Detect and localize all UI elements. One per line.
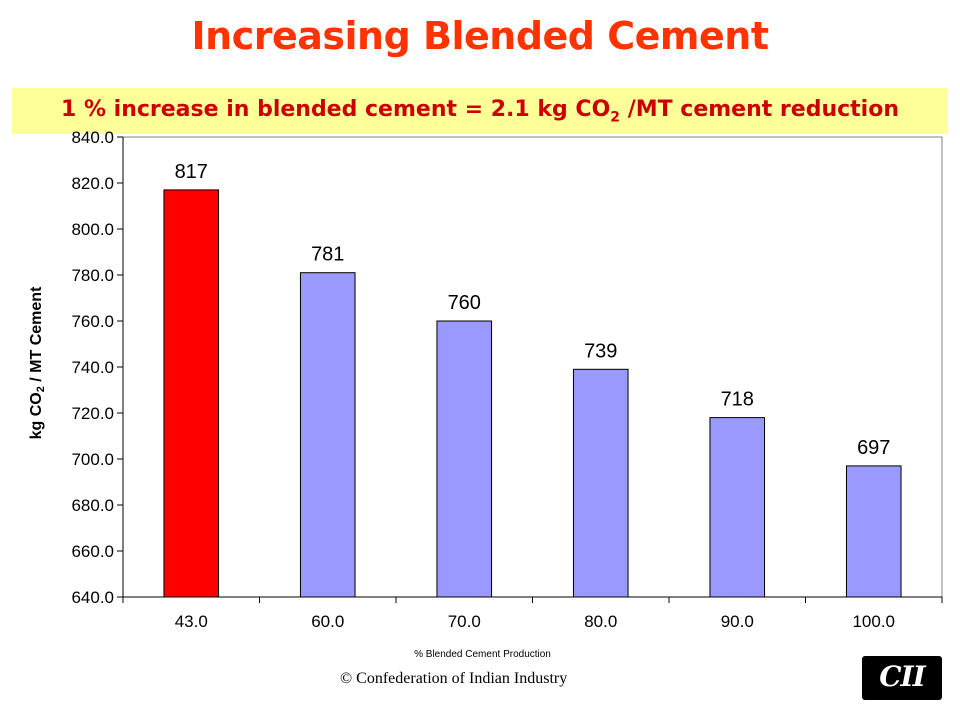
data-label: 697: [857, 437, 890, 459]
y-tick-label: 720.0: [71, 404, 114, 423]
data-label: 718: [721, 389, 754, 411]
plot-area: [122, 136, 943, 598]
x-tick-label: 100.0: [852, 612, 895, 631]
bar: [436, 320, 493, 598]
cii-logo-text: CII: [879, 660, 925, 693]
data-label: 817: [175, 161, 208, 183]
data-label: 760: [448, 292, 481, 314]
data-label: 781: [311, 244, 344, 266]
y-tick-label: 760.0: [71, 312, 114, 331]
y-tick-label: 780.0: [71, 266, 114, 285]
x-tick-label: 60.0: [311, 612, 344, 631]
subtitle-subscript: 2: [610, 109, 621, 126]
bar: [572, 368, 629, 598]
x-tick-label: 90.0: [721, 612, 754, 631]
footer-copyright: © Confederation of Indian Industry: [340, 670, 568, 687]
bar: [163, 189, 220, 598]
subtitle-text-after: /MT cement reduction: [620, 97, 899, 122]
y-tick-label: 700.0: [71, 450, 114, 469]
cii-logo: CII: [862, 656, 942, 700]
y-tick-label: 840.0: [71, 128, 114, 147]
x-tick-label: 70.0: [448, 612, 481, 631]
bar: [299, 272, 356, 598]
x-tick-label: 80.0: [584, 612, 617, 631]
y-tick-label: 660.0: [71, 542, 114, 561]
bar: [709, 417, 766, 598]
y-tick-label: 640.0: [71, 588, 114, 607]
y-tick-label: 820.0: [71, 174, 114, 193]
bar: [845, 465, 902, 598]
subtitle-text-before: 1 % increase in blended cement = 2.1 kg …: [61, 97, 611, 122]
y-tick-label: 800.0: [71, 220, 114, 239]
data-label: 739: [584, 340, 617, 362]
page-title: Increasing Blended Cement: [191, 14, 769, 58]
x-tick-label: 43.0: [175, 612, 208, 631]
y-tick-label: 740.0: [71, 358, 114, 377]
subtitle-banner: 1 % increase in blended cement = 2.1 kg …: [12, 88, 948, 134]
subtitle: 1 % increase in blended cement = 2.1 kg …: [12, 97, 948, 125]
y-axis-title: kg CO2 / MT Cement: [28, 286, 47, 439]
x-axis-title: % Blended Cement Production: [414, 649, 551, 660]
y-tick-label: 680.0: [71, 496, 114, 515]
